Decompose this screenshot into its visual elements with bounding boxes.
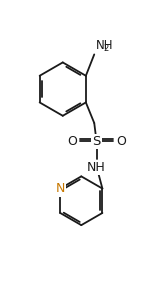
Text: NH: NH [96,39,113,52]
Text: O: O [116,135,126,148]
Text: N: N [56,182,65,195]
Text: NH: NH [87,161,106,174]
Text: S: S [92,135,101,148]
Text: O: O [67,135,77,148]
Text: 2: 2 [103,44,108,53]
